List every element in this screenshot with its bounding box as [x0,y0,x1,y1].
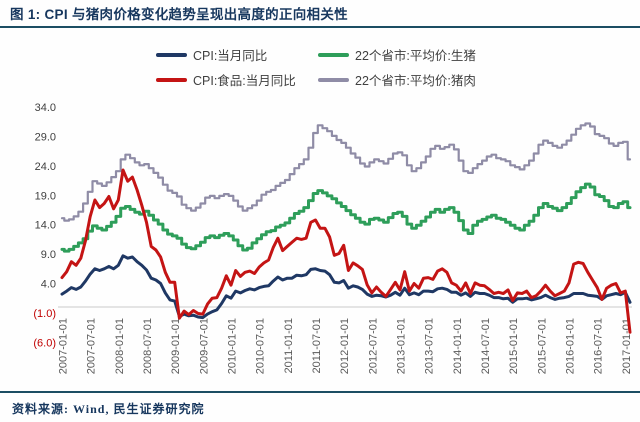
x-tick-label: 2008-01-01 [114,318,126,374]
cpi-line-swatch [156,52,187,57]
hog-line-swatch [318,52,349,57]
series-line-cpi-yoy [60,254,632,320]
figure-title: 图 1: CPI 与猪肉价格变化趋势呈现出高度的正向相关性 [10,7,348,22]
legend-label: CPI:食品:当月同比 [193,74,296,88]
x-tick-label: 2012-07-01 [367,318,379,374]
x-tick-label: 2011-07-01 [311,318,323,373]
x-axis-labels: 2007-01-01 2007-07-01 2008-01-01 2008-07-01… [58,318,633,374]
x-tick-label: 2008-07-01 [142,318,154,374]
y-tick-label: 9.0 [41,249,56,261]
x-tick-label: 2017-01-01 [621,318,633,374]
legend-label: 22个省市:平均价:猪肉 [355,74,476,88]
y-tick-label: 4.0 [41,278,56,290]
y-tick-label: 34.0 [35,102,56,114]
figure-title-bar: 图 1: CPI 与猪肉价格变化趋势呈现出高度的正向相关性 [0,0,640,28]
y-tick-label: (6.0) [33,337,56,349]
legend-label: CPI:当月同比 [193,49,268,63]
x-tick-label: 2015-07-01 [536,318,548,374]
x-tick-label: 2007-01-01 [58,318,70,374]
cpi-food-line-swatch [156,77,187,82]
legend-item-cpi-food: CPI:食品:当月同比 [156,70,318,89]
y-tick-label: 24.0 [35,161,56,173]
y-tick-label: 14.0 [35,220,56,232]
x-tick-label: 2009-01-01 [170,318,182,374]
source-note: 资料来源: Wind, 民生证券研究院 [12,402,205,416]
x-tick-label: 2007-07-01 [86,318,98,374]
legend-label: 22个省市:平均价:生猪 [355,49,476,63]
legend-row: CPI:当月同比 22个省市:平均价:生猪 [156,42,476,67]
series-line-cpi-food-yoy [60,168,632,334]
series-line-hog-avg-price [60,182,632,253]
x-tick-label: 2011-01-01 [283,318,295,373]
y-tick-label: 19.0 [35,190,56,202]
pork-line-swatch [318,77,349,82]
x-tick-label: 2009-07-01 [198,318,210,374]
chart-legend: CPI:当月同比 22个省市:平均价:生猪 CPI:食品:当月同比 22个省市:… [156,42,476,92]
figure-footer: 资料来源: Wind, 民生证券研究院 [0,391,640,422]
y-tick-label: (1.0) [33,308,56,320]
legend-item-hog-price: 22个省市:平均价:生猪 [318,45,476,64]
y-axis-labels: 34.0 29.0 24.0 19.0 14.0 9.0 4.0 (1.0) (6.0) [33,102,56,349]
x-tick-label: 2013-01-01 [395,318,407,374]
x-tick-label: 2010-07-01 [255,318,267,374]
y-tick-label: 29.0 [35,131,56,143]
x-tick-label: 2013-07-01 [424,318,436,374]
x-tick-label: 2010-01-01 [226,318,238,374]
x-tick-label: 2014-07-01 [480,318,492,374]
x-tick-label: 2012-01-01 [339,318,351,374]
x-tick-label: 2016-07-01 [593,318,605,374]
series-line-pork-avg-price [60,122,632,222]
legend-item-cpi: CPI:当月同比 [156,45,318,64]
legend-item-pork-price: 22个省市:平均价:猪肉 [318,70,476,89]
x-tick-label: 2014-01-01 [452,318,464,374]
x-tick-label: 2016-01-01 [564,318,576,374]
legend-row: CPI:食品:当月同比 22个省市:平均价:猪肉 [156,67,476,92]
x-tick-label: 2015-01-01 [508,318,520,374]
